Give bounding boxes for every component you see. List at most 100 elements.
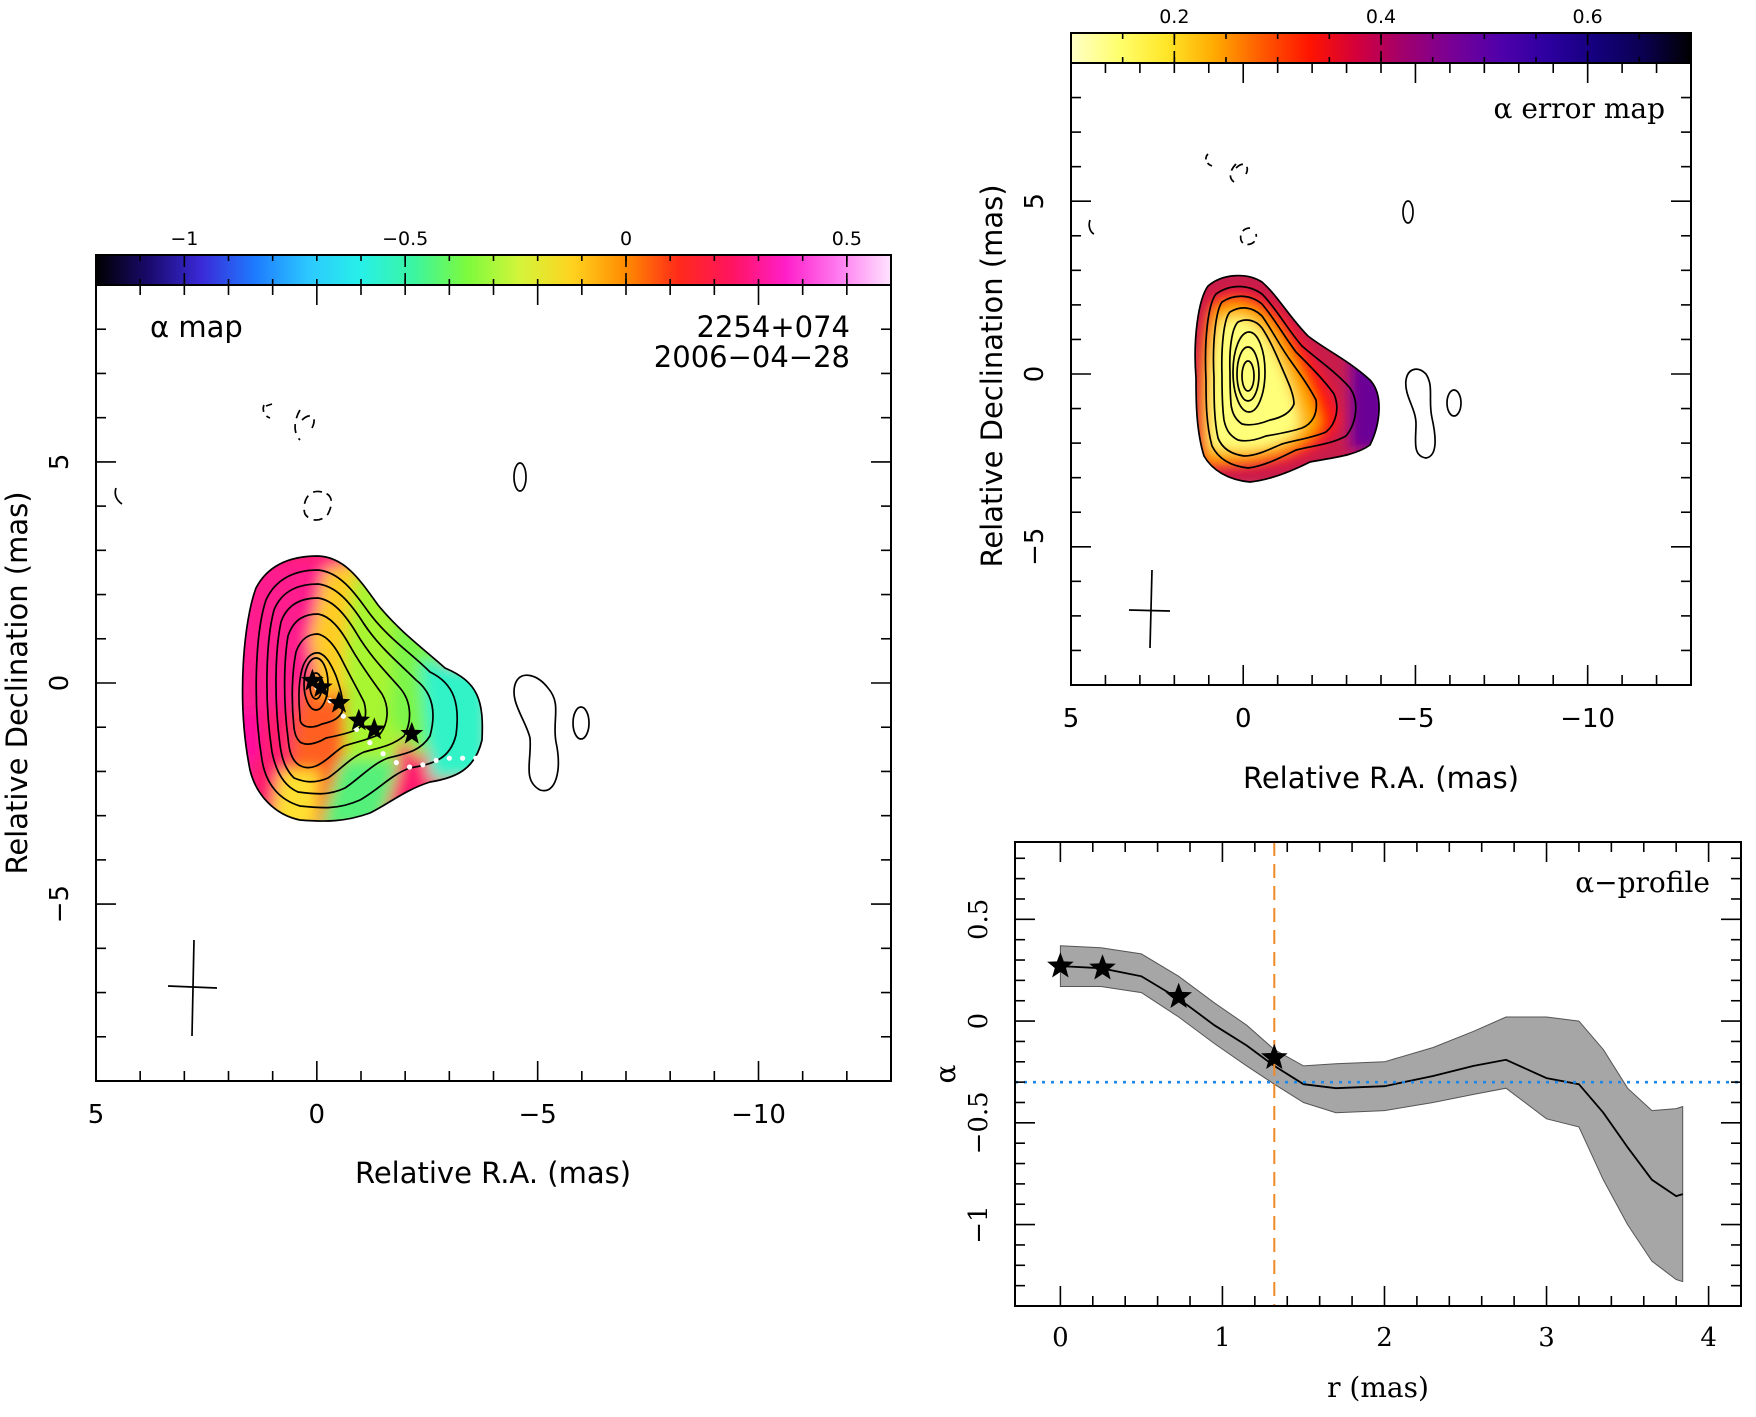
y-tick-label: −5 bbox=[1020, 528, 1050, 566]
err-contour-small-blob-2 bbox=[1402, 200, 1414, 224]
alpha-error-map-contours bbox=[1088, 153, 1462, 483]
err-contour-core-1 bbox=[1232, 331, 1266, 413]
contour-dashed-4 bbox=[114, 487, 123, 505]
ridge-point bbox=[446, 755, 452, 761]
x-tick-label: 0 bbox=[309, 1100, 326, 1130]
component-star bbox=[362, 717, 386, 740]
x-tick-label: 5 bbox=[88, 1100, 105, 1130]
alpha-map-ylabel: Relative Declination (mas) bbox=[0, 491, 34, 874]
contour-outer bbox=[241, 555, 484, 822]
err-contour-5 bbox=[1228, 319, 1295, 426]
alpha-error-map-panel: 0.2 0.4 0.6 bbox=[975, 6, 1692, 795]
ridge-point bbox=[353, 726, 360, 733]
contour-4 bbox=[275, 597, 411, 783]
source-name: 2254+074 bbox=[697, 310, 850, 344]
err-contour-small-blob-1 bbox=[1446, 389, 1462, 417]
contour-dashed-1 bbox=[303, 490, 333, 521]
ridge-point bbox=[433, 757, 439, 763]
ridge-points bbox=[314, 684, 479, 770]
x-tick-label: −10 bbox=[731, 1100, 786, 1130]
contour-5 bbox=[283, 613, 388, 769]
alpha-profile-frame bbox=[1014, 841, 1742, 1307]
alpha-profile-panel: 0 1 2 3 4 0.5 0 −0.5 −1 α−profile r (mas) α bbox=[929, 841, 1742, 1404]
profile-component-star bbox=[1261, 1043, 1288, 1069]
err-contour-3 bbox=[1212, 295, 1338, 457]
x-tick-label: 0 bbox=[1052, 1323, 1069, 1353]
contour-east-blob bbox=[513, 674, 560, 792]
x-tick-label: 1 bbox=[1214, 1323, 1231, 1353]
contour-dashed-2 bbox=[294, 409, 315, 441]
colorbar-tick-label: −1 bbox=[170, 228, 198, 250]
component-star bbox=[327, 690, 351, 713]
alpha-profile-title: α−profile bbox=[1575, 866, 1710, 899]
alpha-map-title: α map bbox=[150, 310, 243, 344]
alpha-error-map-ylabel: Relative Declination (mas) bbox=[975, 184, 1009, 567]
contour-dashed-3 bbox=[262, 403, 273, 419]
err-contour-dashed-4 bbox=[1088, 219, 1095, 235]
x-tick-label: −5 bbox=[519, 1100, 557, 1130]
component-star bbox=[309, 675, 333, 698]
err-contour-dashed-2 bbox=[1229, 163, 1249, 183]
err-contour-dashed-1 bbox=[1239, 227, 1258, 246]
alpha-error-band bbox=[1059, 945, 1684, 1283]
component-star bbox=[347, 708, 371, 731]
component-star bbox=[301, 668, 324, 691]
contour-3 bbox=[266, 583, 434, 795]
colorbar-tick-label: 0.4 bbox=[1366, 6, 1396, 28]
x-tick-label: 2 bbox=[1376, 1323, 1393, 1353]
x-tick-label: 4 bbox=[1700, 1323, 1717, 1353]
ridge-point bbox=[459, 755, 466, 761]
ridge-point bbox=[420, 762, 426, 768]
ridge-point bbox=[406, 764, 413, 770]
y-tick-label: 5 bbox=[1020, 193, 1050, 210]
x-tick-label: 3 bbox=[1538, 1323, 1555, 1353]
err-contour-core-3 bbox=[1241, 360, 1255, 392]
y-tick-label: 0 bbox=[964, 1013, 994, 1030]
x-tick-label: 5 bbox=[1063, 704, 1080, 734]
profile-component-star bbox=[1047, 952, 1074, 978]
contour-6 bbox=[291, 633, 367, 745]
ridge-point bbox=[367, 740, 373, 746]
x-tick-label: −5 bbox=[1396, 704, 1434, 734]
contour-2 bbox=[255, 569, 459, 809]
y-tick-label: 5 bbox=[45, 454, 75, 471]
x-tick-label: 0 bbox=[1235, 704, 1252, 734]
y-tick-label: 0 bbox=[1020, 366, 1050, 383]
beam-cross-e bbox=[1128, 569, 1171, 649]
alpha-profile-xlabel: r (mas) bbox=[1327, 1371, 1429, 1404]
contour-small-blob-2 bbox=[513, 462, 527, 492]
y-tick-label: −5 bbox=[45, 885, 75, 923]
alpha-error-map-frame bbox=[1070, 62, 1692, 686]
alpha-error-map-xlabel: Relative R.A. (mas) bbox=[1243, 761, 1519, 795]
profile-component-star bbox=[1165, 982, 1192, 1008]
y-tick-label: 0 bbox=[45, 675, 75, 692]
alpha-profile-ticks: 0 1 2 3 4 0.5 0 −0.5 −1 bbox=[964, 842, 1742, 1353]
alpha-map-xlabel: Relative R.A. (mas) bbox=[355, 1156, 631, 1190]
alpha-error-colorbar: 0.2 0.4 0.6 bbox=[1070, 6, 1692, 64]
ridge-point bbox=[473, 755, 479, 761]
contour-7 bbox=[298, 652, 344, 728]
alpha-profile-plot bbox=[1015, 842, 1741, 1306]
err-contour-2 bbox=[1204, 285, 1357, 469]
alpha-map-contours bbox=[114, 403, 590, 822]
colorbar-tick-label: 0.2 bbox=[1159, 6, 1189, 28]
alpha-error-map-ticks: 5 0 −5 −10 5 0 −5 bbox=[1020, 62, 1692, 734]
observation-date: 2006−04−28 bbox=[654, 340, 850, 374]
alpha-error-map-image bbox=[1088, 153, 1462, 649]
colorbar-tick-label: −0.5 bbox=[382, 228, 428, 250]
y-tick-label: 0.5 bbox=[964, 899, 994, 940]
alpha-error-map-title: α error map bbox=[1494, 92, 1665, 125]
colorbar-tick-label: 0 bbox=[620, 228, 632, 250]
profile-component-star bbox=[1089, 954, 1116, 980]
alpha-profile-ylabel: α bbox=[929, 1064, 962, 1083]
y-tick-label: −1 bbox=[964, 1205, 994, 1243]
component-star bbox=[400, 721, 424, 744]
alpha-map-ticks: 5 0 −5 −10 5 0 −5 bbox=[45, 284, 892, 1130]
x-tick-label: −10 bbox=[1560, 704, 1615, 734]
alpha-colorbar: −1 −0.5 0 0.5 bbox=[95, 228, 892, 286]
ridge-point bbox=[380, 751, 386, 757]
contour-small-blob-1 bbox=[572, 706, 590, 740]
alpha-map-frame bbox=[95, 284, 892, 1082]
component-markers bbox=[301, 668, 424, 744]
